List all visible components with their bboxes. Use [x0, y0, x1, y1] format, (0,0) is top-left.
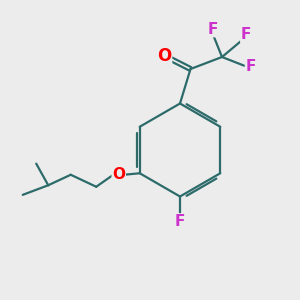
Text: F: F: [246, 59, 256, 74]
Text: F: F: [175, 214, 185, 229]
Text: F: F: [241, 27, 251, 42]
Text: F: F: [208, 22, 218, 37]
Text: O: O: [157, 47, 172, 65]
Text: O: O: [112, 167, 125, 182]
